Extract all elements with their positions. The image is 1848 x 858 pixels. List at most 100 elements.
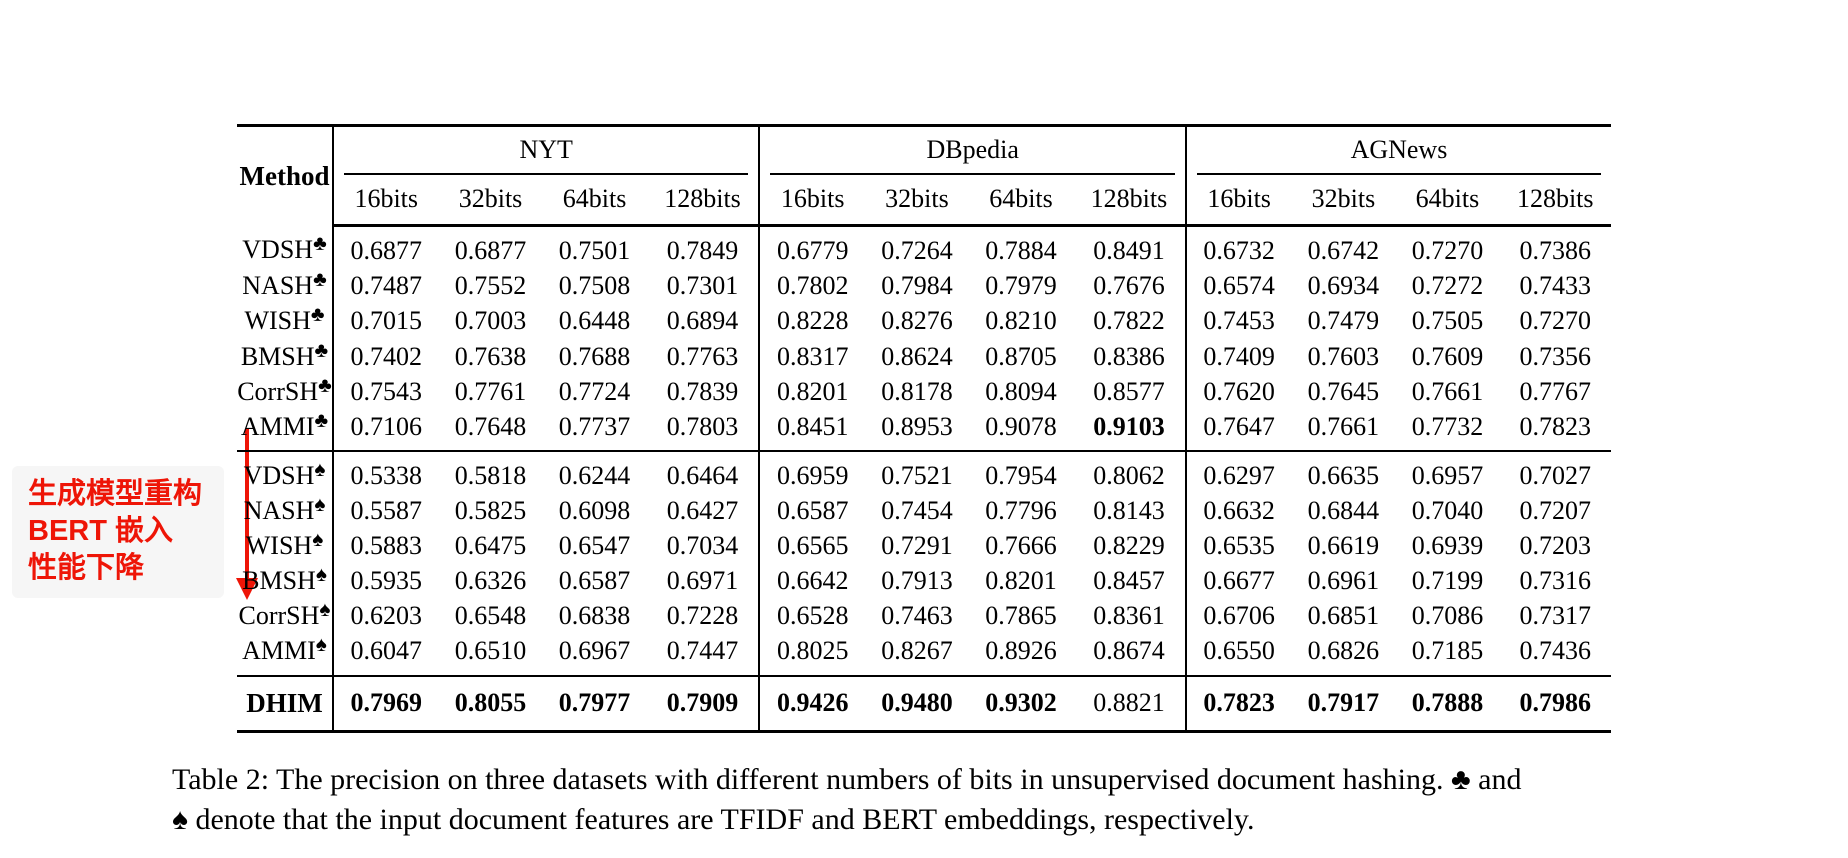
- value-cell: 0.7508: [558, 271, 631, 301]
- value-cell: 0.8143: [1093, 495, 1165, 525]
- value-cell: 0.7724: [558, 376, 631, 406]
- bits-header: 128bits: [1499, 175, 1611, 228]
- annotation-line-1: 生成模型重构: [28, 478, 203, 510]
- value-cell: 0.7270: [1519, 306, 1591, 336]
- value-cell: 0.6535: [1184, 528, 1292, 564]
- value-cell: 0.6971: [666, 566, 739, 596]
- method-cell: NASH♣: [237, 268, 333, 303]
- value-cell: 0.7015: [332, 303, 439, 339]
- value-cell: 0.7917: [1291, 674, 1396, 732]
- annotation-box: 生成模型重构 BERT 嵌入 性能下降: [12, 466, 224, 598]
- club-suit-icon: ♣: [314, 408, 329, 432]
- method-cell: CorrSH♠: [237, 598, 333, 633]
- value-cell: 0.9426: [758, 674, 865, 732]
- value-cell: 0.7409: [1184, 338, 1292, 374]
- value-cell: 0.7185: [1411, 636, 1484, 666]
- value-cell: 0.8317: [758, 338, 865, 374]
- value-cell: 0.9078: [968, 408, 1074, 452]
- method-cell: BMSH♠: [237, 563, 333, 598]
- value-cell: 0.7823: [1184, 674, 1292, 732]
- spade-suit-icon: ♠: [315, 633, 327, 657]
- value-cell: 0.7676: [1093, 271, 1165, 301]
- value-cell: 0.5935: [332, 563, 439, 599]
- method-cell: BMSH♣: [237, 339, 333, 374]
- value-cell: 0.9103: [1073, 408, 1186, 452]
- value-cell: 0.8025: [758, 633, 865, 676]
- table-row: CorrSH♠ 0.6203 0.6548 0.6838 0.7228 0.6528 0.7…: [237, 598, 1611, 634]
- value-cell: 0.7822: [1093, 306, 1165, 336]
- bert-section: VDSH♠ 0.5338 0.5818 0.6244 0.6464 0.6959 0.752…: [237, 450, 1611, 676]
- value-cell: 0.7356: [1519, 341, 1591, 371]
- table-row: NASH♠ 0.5587 0.5825 0.6098 0.6427 0.6587 0.745…: [237, 492, 1611, 529]
- caption-line-1: Table 2: The precision on three datasets…: [172, 763, 1522, 796]
- value-cell: 0.7648: [438, 408, 543, 452]
- annotation-line-3: 性能下降: [28, 552, 145, 584]
- value-cell: 0.7661: [1411, 376, 1484, 406]
- value-cell: 0.7913: [881, 566, 953, 596]
- bits-header: 16bits: [332, 175, 439, 228]
- bits-header-row: 16bits 32bits 64bits 128bits 16bits 32bi…: [237, 175, 1611, 228]
- method-header: Method: [239, 161, 330, 192]
- method-label: NASH: [242, 271, 314, 301]
- value-cell: 0.7228: [666, 601, 739, 631]
- value-cell: 0.8228: [758, 303, 865, 339]
- value-cell: 0.6706: [1184, 598, 1292, 634]
- caption-line-2: ♠ denote that the input document feature…: [172, 803, 1255, 836]
- value-cell: 0.7270: [1411, 236, 1484, 266]
- value-cell: 0.6967: [558, 636, 631, 666]
- group-header-nyt: NYT: [331, 125, 760, 176]
- table-row: AMMI♠ 0.6047 0.6510 0.6967 0.7447 0.8025 0.826…: [237, 633, 1611, 676]
- method-cell: CorrSH♣: [237, 374, 333, 409]
- value-cell: 0.6934: [1307, 271, 1380, 301]
- value-cell: 0.7003: [454, 306, 527, 336]
- table-wrapper: Method NYT DBpedia AGNews 16bits 32bits …: [237, 124, 1611, 733]
- group-header-agnews: AGNews: [1184, 125, 1611, 176]
- value-cell: 0.7301: [666, 271, 739, 301]
- club-suit-icon: ♣: [310, 303, 325, 327]
- down-arrow-head-icon: [236, 578, 258, 600]
- value-cell: 0.7984: [881, 271, 953, 301]
- table-row: NASH♣ 0.7487 0.7552 0.7508 0.7301 0.7802 0.798…: [237, 268, 1611, 304]
- value-cell: 0.8821: [1073, 674, 1186, 732]
- spade-suit-icon: ♠: [314, 493, 326, 517]
- value-cell: 0.7609: [1411, 341, 1484, 371]
- method-label: WISH: [244, 306, 311, 336]
- value-cell: 0.7436: [1519, 636, 1591, 666]
- value-cell: 0.5338: [332, 450, 439, 493]
- value-cell: 0.6047: [332, 633, 439, 676]
- spade-suit-icon: ♠: [314, 457, 326, 481]
- bits-header: 64bits: [1395, 175, 1500, 228]
- value-cell: 0.7027: [1519, 460, 1591, 490]
- value-cell: 0.7317: [1519, 601, 1591, 631]
- value-cell: 0.6838: [558, 601, 631, 631]
- table-row: VDSH♣ 0.6877 0.6877 0.7501 0.7849 0.6779 0.726…: [237, 225, 1611, 269]
- results-table: Method NYT DBpedia AGNews 16bits 32bits …: [237, 124, 1611, 733]
- value-cell: 0.6844: [1307, 495, 1380, 525]
- value-cell: 0.7479: [1307, 306, 1380, 336]
- value-cell: 0.7977: [542, 674, 647, 732]
- table-caption: Table 2: The precision on three datasets…: [172, 760, 1522, 840]
- value-cell: 0.7767: [1519, 376, 1591, 406]
- value-cell: 0.6550: [1184, 633, 1292, 676]
- value-cell: 0.7666: [985, 531, 1057, 561]
- value-cell: 0.7803: [646, 408, 760, 452]
- value-cell: 0.7453: [1184, 303, 1292, 339]
- dhim-section: DHIM 0.7969 0.8055 0.7977 0.7909 0.9426 0.9480…: [237, 674, 1611, 732]
- value-cell: 0.6587: [758, 492, 865, 529]
- down-arrow-icon: [245, 428, 249, 580]
- table-row: BMSH♠ 0.5935 0.6326 0.6587 0.6971 0.6642 0.791…: [237, 563, 1611, 599]
- value-cell: 0.7034: [666, 531, 739, 561]
- value-cell: 0.7521: [881, 460, 953, 490]
- value-cell: 0.7543: [332, 373, 439, 409]
- value-cell: 0.8491: [1093, 236, 1165, 266]
- value-cell: 0.6244: [558, 460, 631, 490]
- spade-suit-icon: ♠: [312, 528, 324, 552]
- value-cell: 0.6574: [1184, 268, 1292, 304]
- method-cell: AMMI♠: [237, 633, 333, 675]
- value-cell: 0.7865: [985, 601, 1057, 631]
- value-cell: 0.7645: [1307, 376, 1380, 406]
- value-cell: 0.6939: [1411, 531, 1484, 561]
- value-cell: 0.8276: [881, 306, 953, 336]
- value-cell: 0.6632: [1184, 492, 1292, 529]
